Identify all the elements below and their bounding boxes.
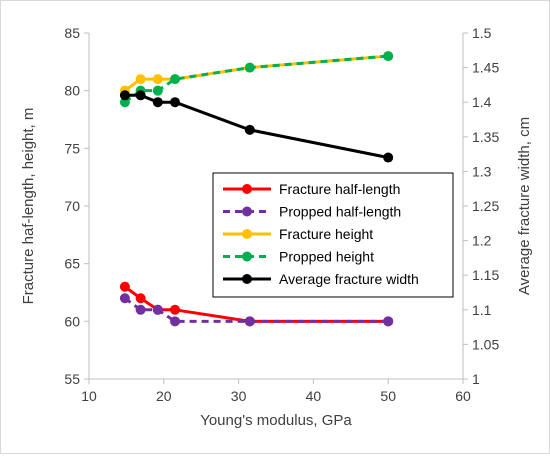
y-left-axis-title: Fracture haf-length, height, m — [20, 108, 37, 305]
series-average-fracture-width — [119, 90, 394, 163]
data-point — [135, 304, 146, 315]
x-tick-label: 60 — [455, 388, 471, 404]
data-point — [135, 293, 146, 304]
data-point — [383, 152, 394, 163]
legend-item: Average fracture width — [223, 271, 419, 287]
y-right-tick-label: 1.1 — [472, 302, 492, 318]
y-right-tick-label: 1.35 — [472, 129, 499, 145]
legend-label: Propped half-length — [279, 204, 401, 220]
y-right-tick-label: 1.15 — [472, 267, 499, 283]
x-axis-title: Young's modulus, GPa — [200, 412, 352, 429]
data-point — [119, 281, 130, 292]
data-point — [135, 74, 146, 85]
y-left-tick-label: 70 — [64, 198, 80, 214]
series-layer — [119, 51, 394, 327]
y-left-tick-label: 85 — [64, 25, 80, 41]
series-line — [124, 54, 389, 92]
legend-marker — [242, 251, 252, 262]
data-point — [152, 97, 163, 108]
legend-item: Propped half-length — [223, 204, 401, 220]
data-point — [152, 304, 163, 315]
legend-label: Fracture half-length — [279, 181, 400, 197]
legend-item: Fracture height — [223, 226, 373, 242]
x-tick-label: 40 — [306, 388, 322, 404]
y-right-tick-label: 1.4 — [472, 94, 492, 110]
legend-marker — [242, 274, 252, 284]
data-point — [244, 316, 255, 327]
y-left-tick-label: 80 — [64, 83, 80, 99]
y-right-tick-label: 1.25 — [472, 198, 499, 214]
series-line — [124, 93, 389, 160]
y-right-tick-label: 1 — [472, 371, 480, 387]
data-point — [244, 124, 255, 135]
data-point — [119, 293, 130, 304]
x-tick-label: 10 — [81, 388, 97, 404]
data-point — [170, 316, 181, 327]
data-point — [244, 62, 255, 73]
y-right-tick-label: 1.45 — [472, 60, 499, 76]
y-right-tick-label: 1.3 — [472, 163, 492, 179]
y-left-tick-label: 60 — [64, 313, 80, 329]
ticks-layer: 10 20 30 40 50 60 55 60 65 70 75 80 85 1 1.05 1.1 1.15 1.… — [64, 25, 499, 404]
y-left-tick-label: 75 — [64, 140, 80, 156]
series-propped-half-length — [119, 293, 394, 327]
legend: Fracture half-length Propped half-length F… — [212, 172, 454, 298]
x-tick-label: 50 — [380, 388, 396, 404]
legend-item: Propped height — [223, 249, 374, 265]
data-point — [170, 304, 181, 315]
legend-label: Propped height — [279, 249, 374, 265]
data-point — [135, 90, 146, 101]
legend-marker — [242, 229, 252, 239]
data-point — [119, 90, 130, 101]
legend-label: Average fracture width — [279, 271, 419, 287]
legend-label: Fracture height — [279, 226, 373, 242]
data-point — [152, 85, 163, 96]
data-point — [170, 97, 181, 108]
data-point — [383, 51, 394, 62]
data-point — [152, 74, 163, 85]
legend-marker — [242, 206, 252, 217]
y-right-tick-label: 1.05 — [472, 336, 499, 352]
legend-item: Fracture half-length — [223, 181, 400, 197]
legend-items: Fracture half-length Propped half-length F… — [223, 181, 419, 287]
data-point — [119, 97, 130, 108]
y-left-tick-label: 65 — [64, 256, 80, 272]
x-tick-label: 30 — [231, 388, 247, 404]
y-right-axis-title: Average fracture width, cm — [516, 117, 533, 295]
x-tick-label: 20 — [156, 388, 172, 404]
data-point — [170, 74, 181, 85]
y-right-tick-label: 1.2 — [472, 233, 492, 249]
y-right-tick-label: 1.5 — [472, 25, 492, 41]
legend-marker — [242, 184, 252, 194]
y-left-tick-label: 55 — [64, 371, 80, 387]
data-point — [383, 316, 394, 327]
